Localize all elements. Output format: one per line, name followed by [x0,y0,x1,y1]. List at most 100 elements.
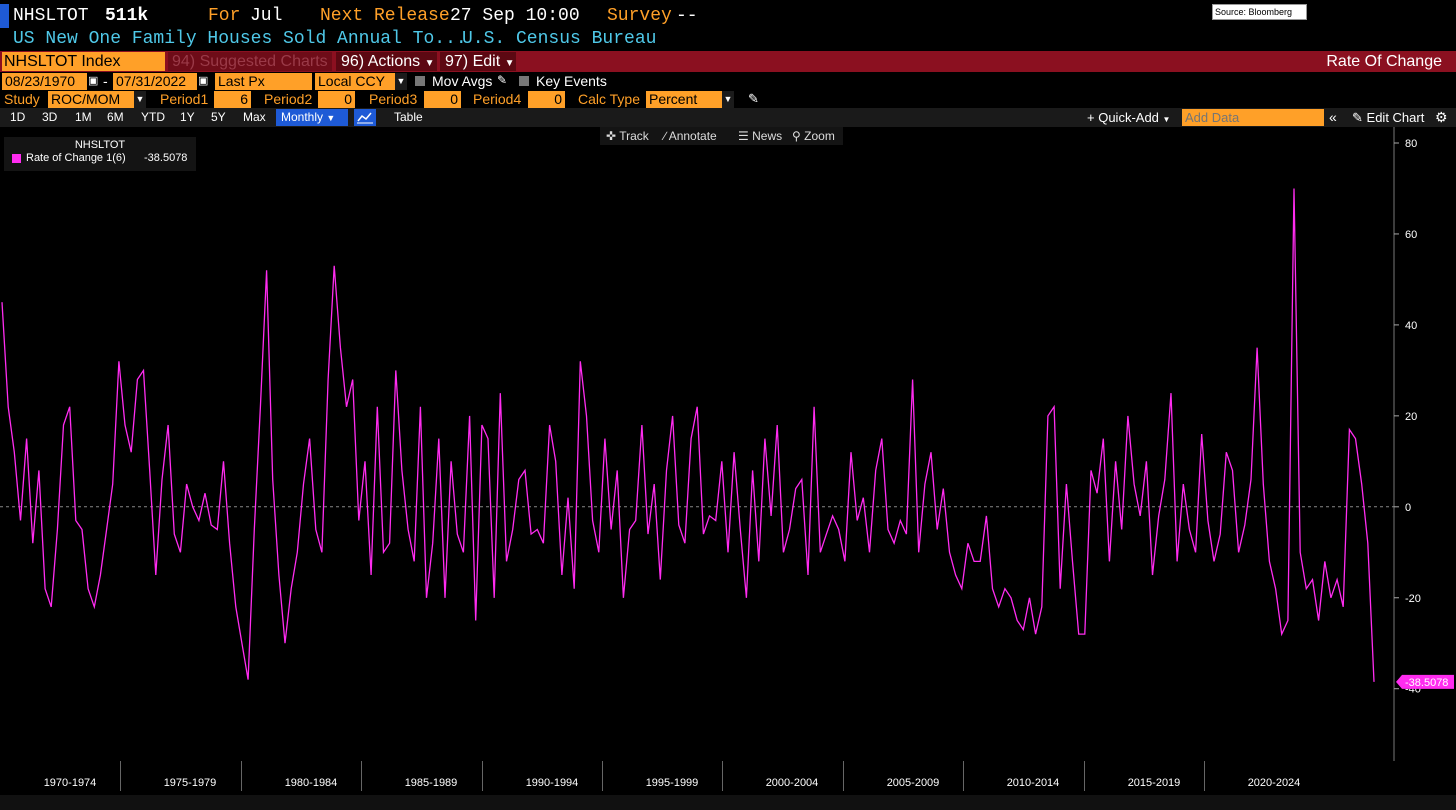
x-tick-label: 1970-1974 [43,777,97,789]
range-tab[interactable]: 5Y [211,110,226,124]
add-data-input[interactable] [1182,109,1324,126]
x-axis-separator [843,761,844,791]
zoom-button[interactable]: ⚲ Zoom [792,129,835,143]
last-value-marker: -38.5078 [1396,674,1454,689]
header-row: NHSLTOT 511k For Jul Next Release 27 Sep… [0,4,1456,28]
price-field-select[interactable]: Last Px [215,73,312,90]
quick-add-label: Quick-Add [1098,110,1159,125]
x-axis: 1970-1974 1975-1979 1980-1984 1985-1989 1990… [0,761,1394,795]
start-date-input[interactable]: 08/23/1970 [2,73,87,90]
key-events-label: Key Events [536,73,607,89]
security-field[interactable]: NHSLTOT Index [2,52,165,71]
legend: NHSLTOT Rate of Change 1(6) -38.5078 [4,137,196,171]
footer-bar [0,795,1456,810]
study-label: Study [4,91,40,107]
survey-label: Survey [607,6,672,26]
survey-value: -- [676,6,698,26]
legend-series-name: Rate of Change 1(6) [26,152,126,164]
period3-label: Period3 [369,91,418,107]
legend-swatch [12,154,21,163]
y-tick-label: 80 [1405,138,1417,150]
x-axis-separator [120,761,121,791]
period2-input[interactable]: 0 [318,91,355,108]
range-tab[interactable]: 1M [75,110,92,124]
collapse-icon[interactable]: « [1329,109,1337,125]
edit-chart-button[interactable]: ✎ Edit Chart [1352,109,1424,126]
edit-label: 97) Edit [445,53,501,70]
chevron-down-icon[interactable]: ▼ [395,73,407,90]
edit-chart-label: Edit Chart [1366,110,1425,125]
annotate-button[interactable]: ∕ Annotate [664,129,717,143]
last-value: 511k [105,6,149,26]
chevron-down-icon: ▼ [1162,115,1171,124]
currency-select[interactable]: Local CCY [315,73,395,90]
news-label: News [752,129,783,143]
x-tick-label: 2000-2004 [765,777,819,789]
news-icon: ☰ [738,129,749,143]
series-line-roc [1,188,1375,682]
range-tab[interactable]: 1Y [180,110,195,124]
range-tab[interactable]: 3D [42,110,58,124]
quick-add-button[interactable]: + Quick-Add ▼ [1087,109,1170,126]
gear-icon[interactable]: ⚙ [1435,109,1448,125]
key-events-checkbox[interactable] [519,76,529,86]
plus-icon: + [1087,110,1095,125]
legend-title: NHSLTOT [74,139,126,151]
period1-input[interactable]: 6 [214,91,251,108]
line-chart-icon[interactable] [354,109,376,126]
mov-avgs-checkbox[interactable] [415,76,425,86]
period1-label: Period1 [160,91,209,107]
chart-toolbar: ✜ Track ∕ Annotate ☰ News ⚲ Zoom [600,127,843,145]
calc-type-select[interactable]: Percent [646,91,722,108]
actions-label: 96) Actions [341,53,421,70]
suggested-charts-button[interactable]: 94) Suggested Charts [168,52,332,71]
range-tab[interactable]: Max [243,110,266,124]
for-label: For [208,6,241,26]
x-axis-separator [722,761,723,791]
line-chart-glyph [357,112,373,124]
calendar-icon[interactable]: ▣ [88,75,99,87]
range-tab[interactable]: YTD [141,110,165,124]
annotate-icon: ∕ [664,129,667,143]
x-axis-separator [361,761,362,791]
description-row: US New One Family Houses Sold Annual To.… [0,28,1456,50]
period4-input[interactable]: 0 [528,91,565,108]
next-release-label: Next Release [320,6,450,26]
pencil-icon[interactable]: ✎ [497,73,508,87]
end-date-input[interactable]: 07/31/2022 [113,73,197,90]
period4-label: Period4 [473,91,522,107]
search-icon: ⚲ [792,129,801,143]
actions-menu[interactable]: 96) Actions ▼ [336,52,437,71]
legend-last-value: -38.5078 [144,152,188,164]
focus-marker [0,4,9,28]
pencil-icon: ✎ [1352,110,1363,125]
study-row: Study ROC/MOM ▼ Period1 6 Period2 0 Peri… [0,91,1456,109]
pencil-icon[interactable]: ✎ [748,91,759,106]
study-select[interactable]: ROC/MOM [48,91,134,108]
x-tick-label: 1980-1984 [284,777,338,789]
frequency-select[interactable]: Monthly ▼ [276,109,348,126]
chevron-down-icon[interactable]: ▼ [722,91,734,108]
news-button[interactable]: ☰ News [738,129,782,143]
description: US New One Family Houses Sold Annual To.… [13,29,467,49]
range-tab[interactable]: 1D [10,110,26,124]
chart-title: Rate Of Change [1326,53,1442,70]
edit-menu[interactable]: 97) Edit ▼ [440,52,516,71]
calendar-icon[interactable]: ▣ [198,75,209,87]
x-tick-label: 1985-1989 [404,777,458,789]
ticker: NHSLTOT [13,6,89,26]
annotate-label: Annotate [668,129,717,143]
date-separator: - [103,73,108,89]
last-value-arrow [1396,674,1454,689]
period2-label: Period2 [264,91,313,107]
range-bar: 1D 3D 1M 6M YTD 1Y 5Y Max Monthly ▼ Tabl… [0,108,1456,127]
period3-input[interactable]: 0 [424,91,461,108]
chevron-down-icon[interactable]: ▼ [134,91,146,108]
chevron-down-icon: ▼ [424,58,435,69]
range-tab[interactable]: 6M [107,110,124,124]
y-tick-label: 40 [1405,320,1417,332]
last-value-label: -38.5078 [1405,677,1448,689]
track-button[interactable]: ✜ Track [606,129,649,143]
table-tab[interactable]: Table [394,110,423,124]
